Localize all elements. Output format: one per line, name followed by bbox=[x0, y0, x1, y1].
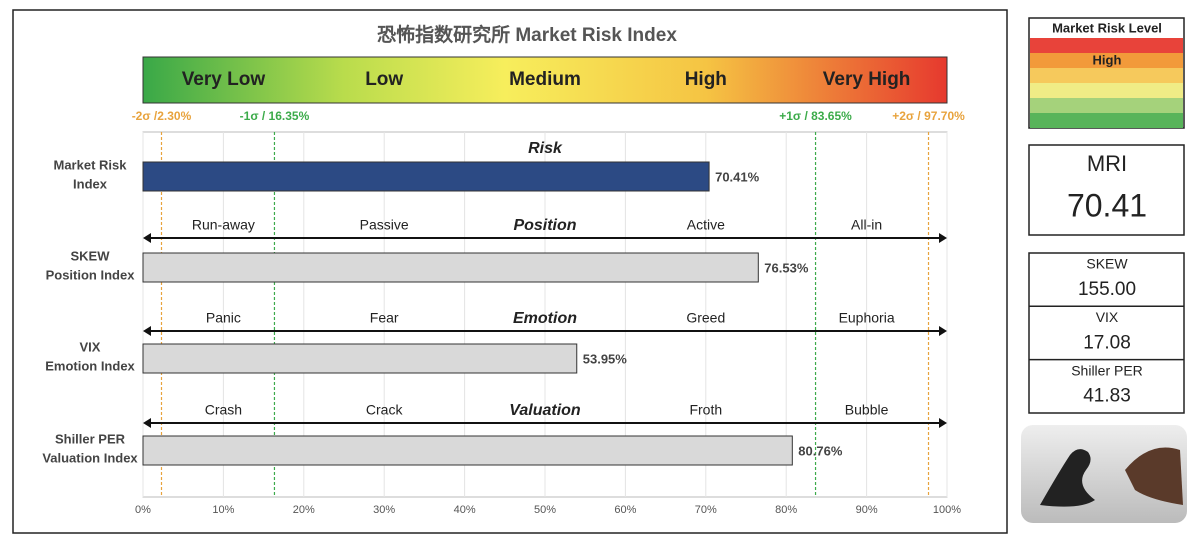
title: 恐怖指数研究所 Market Risk Index bbox=[377, 23, 677, 46]
zone-label: Euphoria bbox=[839, 310, 895, 326]
scale-label: Medium bbox=[509, 69, 581, 90]
zone-label: All-in bbox=[851, 217, 882, 233]
panel-title: Emotion bbox=[513, 310, 577, 327]
indicator-value: 155.00 bbox=[1078, 279, 1136, 300]
sigma-label: -1σ / 16.35% bbox=[240, 109, 310, 123]
indicator-value: 17.08 bbox=[1083, 332, 1131, 353]
indicator-box bbox=[1028, 252, 1185, 414]
risk-level-stripe bbox=[1030, 113, 1183, 128]
sigma-label: -2σ /2.30% bbox=[132, 109, 192, 123]
x-tick-label: 70% bbox=[695, 504, 717, 516]
scale-bar bbox=[142, 56, 948, 104]
bar bbox=[142, 161, 710, 192]
x-tick-label: 60% bbox=[614, 504, 636, 516]
x-tick-label: 40% bbox=[454, 504, 476, 516]
risk-level-stripe bbox=[1030, 38, 1183, 53]
mri-label: MRI bbox=[1087, 151, 1127, 176]
value-label: 70.41% bbox=[715, 169, 760, 184]
mri-value: 70.41 bbox=[1067, 187, 1147, 223]
x-tick-label: 100% bbox=[933, 504, 961, 516]
bar bbox=[142, 435, 793, 466]
indicator-label: SKEW bbox=[1086, 256, 1128, 272]
scale-label: High bbox=[685, 69, 727, 90]
zone-label: Froth bbox=[689, 402, 722, 418]
zone-label: Crash bbox=[205, 402, 242, 418]
risk-level-stripe bbox=[1030, 83, 1183, 98]
category-label: VIX Emotion Index bbox=[45, 340, 135, 374]
risk-level-stripe bbox=[1030, 98, 1183, 113]
scale-label: Low bbox=[365, 69, 403, 90]
zone-label: Crack bbox=[366, 402, 404, 418]
value-label: 80.76% bbox=[798, 443, 843, 458]
bar bbox=[142, 252, 759, 283]
sigma-label: +2σ / 97.70% bbox=[892, 109, 965, 123]
category-label: Market Risk Index bbox=[54, 158, 128, 192]
indicator-label: Shiller PER bbox=[1071, 362, 1143, 378]
panel-title: Valuation bbox=[509, 402, 581, 419]
x-tick-label: 50% bbox=[534, 504, 556, 516]
zone-label: Active bbox=[687, 217, 725, 233]
indicator-label: VIX bbox=[1096, 309, 1119, 325]
scale-label: Very Low bbox=[182, 69, 266, 90]
indicator-value: 41.83 bbox=[1083, 386, 1131, 407]
risk-level-stripe bbox=[1030, 53, 1183, 68]
scale-label: Very High bbox=[823, 69, 911, 90]
x-tick-label: 0% bbox=[135, 504, 151, 516]
risk-level-stripe bbox=[1030, 68, 1183, 83]
x-tick-label: 30% bbox=[373, 504, 395, 516]
sigma-label: +1σ / 83.65% bbox=[779, 109, 852, 123]
category-label: SKEW Position Index bbox=[46, 249, 136, 283]
zone-label: Panic bbox=[206, 310, 241, 326]
x-tick-label: 90% bbox=[856, 504, 878, 516]
x-tick-label: 20% bbox=[293, 504, 315, 516]
zone-label: Passive bbox=[360, 217, 409, 233]
risk-level-current: High bbox=[1093, 52, 1122, 67]
zone-label: Bubble bbox=[845, 402, 889, 418]
risk-level-title: Market Risk Level bbox=[1052, 20, 1162, 35]
x-tick-label: 10% bbox=[212, 504, 234, 516]
panel-title: Position bbox=[513, 217, 576, 234]
bar bbox=[142, 343, 578, 374]
mri-box bbox=[1028, 144, 1185, 236]
value-label: 76.53% bbox=[764, 260, 809, 275]
bull-bear-image bbox=[1021, 425, 1187, 523]
zone-label: Run-away bbox=[192, 217, 255, 233]
zone-label: Greed bbox=[686, 310, 725, 326]
x-tick-label: 80% bbox=[775, 504, 797, 516]
category-label: Shiller PER Valuation Index bbox=[42, 432, 138, 466]
panel-title: Risk bbox=[528, 140, 563, 157]
zone-label: Fear bbox=[370, 310, 399, 326]
value-label: 53.95% bbox=[583, 351, 628, 366]
